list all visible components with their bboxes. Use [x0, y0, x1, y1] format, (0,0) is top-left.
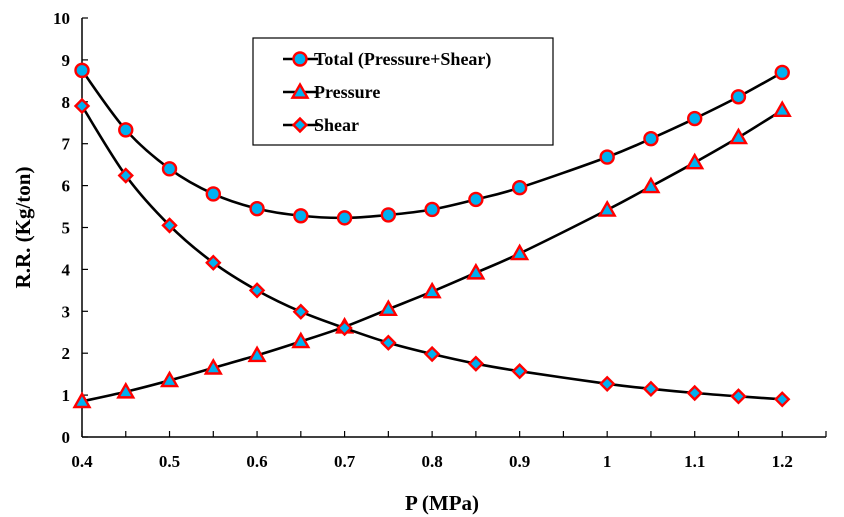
data-point — [73, 97, 91, 115]
x-axis-title: P (MPa) — [405, 491, 479, 515]
data-point — [249, 200, 265, 217]
legend-marker — [292, 51, 308, 67]
data-point — [248, 282, 266, 299]
data-point — [378, 299, 398, 317]
data-point — [203, 357, 223, 375]
y-tick-label: 4 — [62, 260, 71, 279]
y-tick-label: 2 — [62, 344, 71, 363]
data-point — [336, 210, 353, 226]
x-tick-label: 0.5 — [159, 452, 180, 471]
data-point — [116, 381, 136, 399]
series-line — [80, 105, 783, 401]
y-tick-label: 3 — [62, 302, 71, 321]
legend-label: Total (Pressure+Shear) — [314, 49, 491, 70]
data-point — [205, 186, 221, 202]
data-point — [598, 375, 616, 392]
axes: 0 1 2 3 4 5 6 7 8 9 10 0.4 0.5 0.6 0.7 0.8 0.9 1 1.1 1.2 — [53, 9, 827, 471]
data-point — [118, 122, 134, 138]
x-tick-label: 0.4 — [71, 452, 93, 471]
data-point — [161, 217, 178, 234]
data-point — [159, 370, 180, 388]
y-tick-label: 8 — [62, 93, 71, 112]
legend-label: Pressure — [314, 82, 380, 102]
x-tick-label: 1 — [603, 452, 612, 471]
data-point — [422, 281, 442, 299]
data-point — [599, 149, 615, 165]
data-point — [597, 199, 617, 217]
legend-label: Shear — [314, 115, 359, 135]
x-tick-label: 0.9 — [509, 452, 530, 471]
data-point — [423, 345, 441, 363]
data-point — [774, 391, 791, 408]
series-group — [72, 62, 792, 409]
legend-marker — [290, 82, 310, 99]
data-point — [466, 262, 486, 280]
y-tick-label: 5 — [62, 219, 71, 238]
series-line — [80, 69, 783, 220]
y-axis-title: R.R. (Kg/ton) — [11, 167, 35, 289]
data-point — [642, 380, 660, 398]
data-point — [380, 207, 397, 223]
data-point — [774, 64, 790, 81]
legend-marker — [291, 116, 309, 134]
x-tick-label: 0.6 — [246, 452, 267, 471]
data-point — [687, 110, 703, 127]
data-point — [685, 152, 705, 170]
y-tick-label: 9 — [62, 51, 71, 70]
data-point — [641, 176, 661, 194]
y-tick-label: 6 — [62, 177, 71, 196]
data-point — [511, 363, 528, 380]
x-tick-label: 1.1 — [684, 452, 705, 471]
data-point — [205, 254, 222, 271]
data-point — [468, 191, 484, 208]
series-line — [81, 109, 783, 403]
data-point — [643, 130, 659, 147]
data-point — [511, 179, 528, 196]
data-point — [291, 331, 311, 349]
data-point — [247, 345, 267, 363]
data-point — [467, 355, 485, 372]
data-point — [730, 89, 747, 105]
data-point — [117, 167, 134, 184]
data-point — [728, 127, 749, 145]
data-point — [336, 319, 353, 337]
y-tick-label: 1 — [62, 386, 71, 405]
legend: Total (Pressure+Shear) Pressure Shear — [252, 37, 554, 146]
x-tick-label: 0.7 — [334, 452, 356, 471]
x-tick-label: 0.8 — [421, 452, 442, 471]
data-point — [686, 384, 703, 402]
y-tick-label: 7 — [62, 135, 71, 154]
x-tick-label: 1.2 — [772, 452, 793, 471]
data-point — [293, 208, 309, 224]
data-point — [772, 100, 792, 118]
data-point — [292, 303, 310, 320]
series-triangle — [72, 100, 792, 409]
y-tick-label: 0 — [62, 428, 71, 447]
y-tick-label: 10 — [53, 9, 70, 28]
data-point — [161, 161, 178, 177]
data-point — [74, 62, 90, 79]
data-point — [380, 334, 397, 351]
series-circle — [74, 62, 790, 226]
data-point — [424, 201, 440, 218]
data-point — [72, 391, 92, 409]
series-diamond — [73, 97, 791, 408]
data-point — [730, 388, 747, 405]
data-point — [510, 243, 530, 261]
